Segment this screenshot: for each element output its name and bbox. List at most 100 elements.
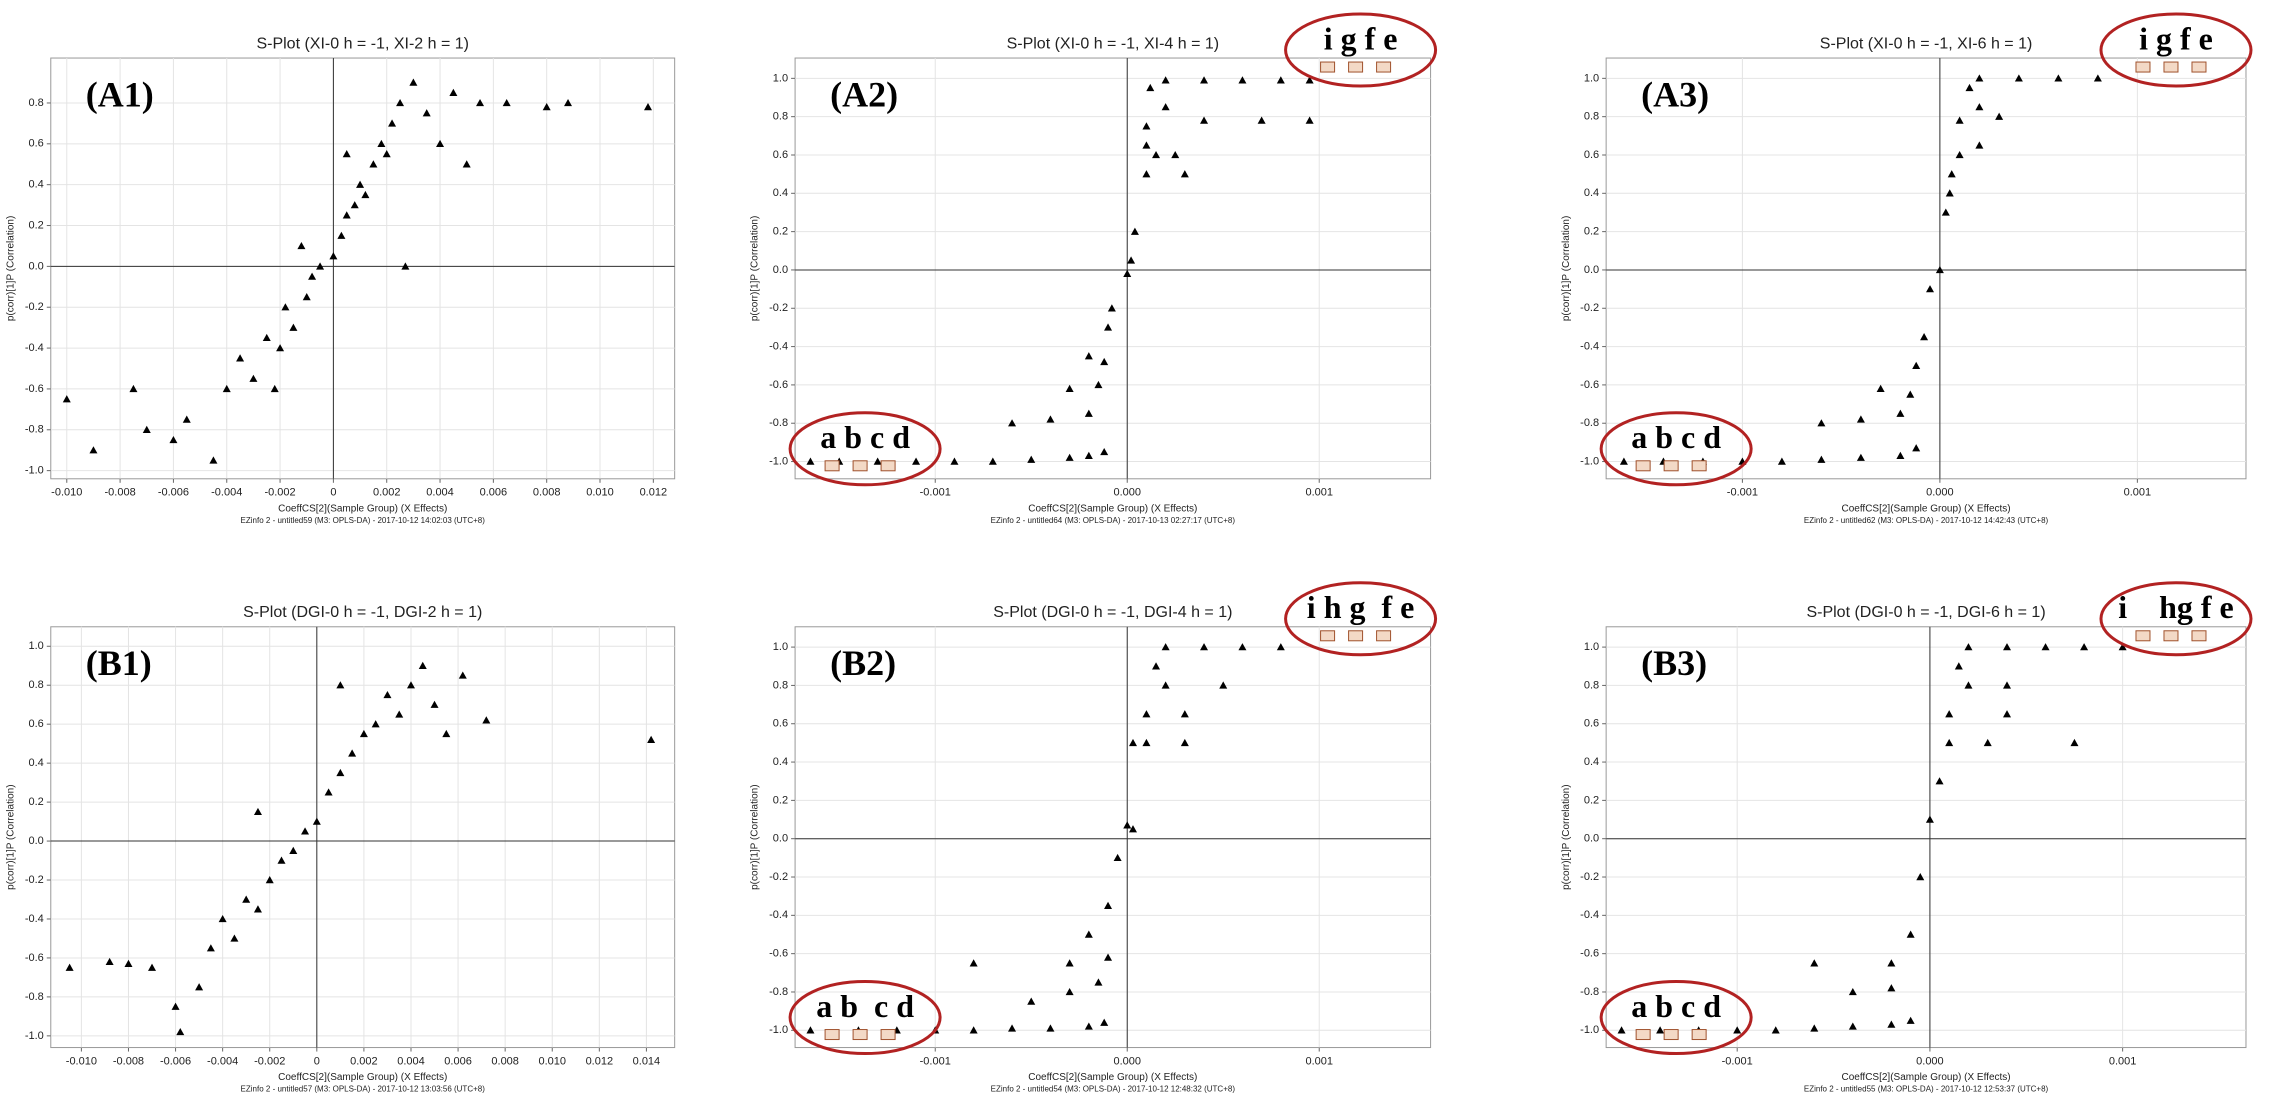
point [1104,901,1113,909]
point [1617,1026,1626,1034]
point [2093,74,2102,82]
annotation-marker [1691,1029,1707,1041]
point [1810,959,1819,967]
point [806,457,815,465]
point [1848,1022,1857,1030]
x-tick-label: 0.000 [1926,487,1954,499]
point [2080,643,2089,651]
x-tick-label: 0.001 [1305,487,1333,499]
point [1104,953,1113,961]
annotation-marker [1348,61,1364,73]
point [806,1026,815,1034]
point [142,425,151,433]
x-tick-label: -0.004 [207,1055,238,1067]
y-tick-label: 0.2 [1584,226,1599,238]
point [873,457,882,465]
y-tick-label: -1.0 [1580,455,1599,467]
point [206,944,215,952]
annotation: a b c d [1631,419,1721,455]
annotation-ellipse [788,980,942,1056]
point [1128,825,1137,833]
annotation-marker [1663,1029,1679,1041]
y-tick-label: -0.6 [1580,948,1599,960]
y-tick-label: 0.6 [773,149,788,161]
annotation: i g f e [1324,20,1398,56]
y-tick-label: 0.8 [1584,679,1599,691]
point [1094,978,1103,986]
point [301,827,310,835]
chart-title: S-Plot (XI-0 h = -1, XI-6 h = 1) [1820,35,2033,52]
x-tick-label: 0.004 [426,487,454,499]
point [1305,76,1314,84]
point [1856,453,1865,461]
point [312,817,321,825]
point [1065,384,1074,392]
x-tick-label: 0.004 [397,1055,425,1067]
y-axis-label: p(corr)[1]P (Correlation) [1561,216,1572,321]
y-tick-label: 0.2 [1584,794,1599,806]
annotation-marker [2191,61,2207,73]
panel-label: (B3) [1641,643,1707,683]
x-tick-label: 0.012 [586,1055,614,1067]
point [1200,76,1209,84]
point [2118,643,2127,651]
annotation-ellipse [2099,12,2253,88]
point [1027,997,1036,1005]
point [1065,987,1074,996]
point [1084,451,1093,460]
point [302,293,311,301]
annotation: i h g f e [1307,589,1415,625]
point [401,262,410,270]
point [2003,643,2012,651]
x-tick-label: -0.010 [51,487,82,499]
x-tick-label: 0 [314,1055,320,1067]
annotation-marker [1376,630,1392,642]
x-tick-label: -0.006 [160,1055,191,1067]
point [1810,1024,1819,1032]
annotation-marker [852,460,868,472]
point [950,457,959,465]
annotation-marker [824,1029,840,1041]
footer: EZinfo 2 - untitled57 (M3: OPLS-DA) - 20… [241,1085,486,1094]
point [1123,269,1132,277]
annotation: i hg f e [2118,589,2234,625]
point [336,681,345,689]
y-tick-label: -0.8 [1580,986,1599,998]
annotation-marker [2163,630,2179,642]
annotation-ellipse [2099,581,2253,657]
annotation-ellipse [1599,980,1753,1056]
point [236,354,245,362]
point [297,241,306,250]
x-tick-label: 0.010 [538,1055,566,1067]
point [329,252,338,260]
y-tick-label: -0.8 [769,417,788,429]
point [1947,170,1956,178]
annotation-marker [1635,460,1651,472]
point [361,190,370,199]
point [1619,457,1628,465]
point [1941,208,1950,216]
y-tick-label: 0.2 [28,219,43,231]
point [253,905,262,913]
point [1046,415,1055,423]
annotation-ellipse [788,411,942,487]
point [1964,643,1973,651]
point [1065,959,1074,967]
point [356,180,365,188]
y-tick-label: -0.6 [769,379,788,391]
point [1027,455,1036,463]
y-tick-label: 0.4 [1584,187,1599,199]
y-tick-label: -0.8 [25,991,44,1003]
annotation-ellipse [1284,12,1438,88]
y-tick-label: 0.6 [28,138,43,150]
x-tick-label: -0.004 [211,487,242,499]
y-tick-label: 0.0 [773,264,788,276]
panel-label: (B2) [830,643,896,683]
point [1935,777,1944,785]
panel: -1.0 -0.8 -0.6 -0.4 -0.2 0.0 0.2 0.4 0.6 0.8 1.0 -0… [5,604,676,1094]
x-tick-label: -0.008 [105,487,136,499]
point [1920,333,1929,341]
point [1180,170,1189,178]
x-tick-label: 0.006 [444,1055,472,1067]
